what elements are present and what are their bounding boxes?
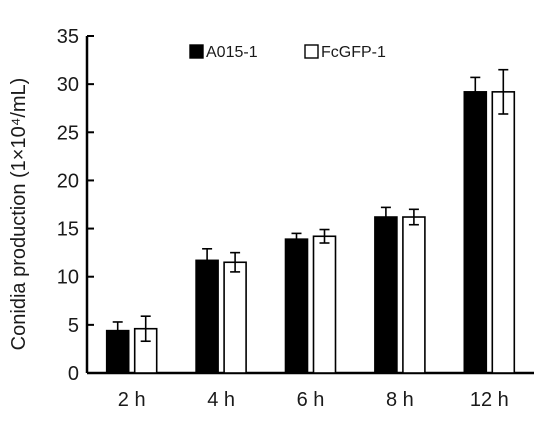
y-tick-label: 15 [57, 219, 79, 241]
y-tick-label: 5 [68, 315, 79, 337]
bar-a015-1-12h [463, 91, 488, 374]
error-bar [230, 251, 241, 273]
x-ticks: 2 h 4 h 6 h 8 h 12 h [118, 389, 509, 411]
y-tick-label: 10 [57, 267, 79, 289]
y-tick-label: 25 [57, 122, 79, 144]
bars [105, 91, 516, 374]
y-tick-label: 20 [57, 170, 79, 192]
bar-fcgfp-1-6h [312, 235, 337, 374]
x-tick-label: 8 h [386, 389, 414, 411]
bar-fcgfp-1-8h [402, 216, 426, 374]
bar-a015-1-8h [374, 216, 398, 374]
x-tick-label: 12 h [470, 389, 509, 411]
x-tick-label: 4 h [207, 389, 235, 411]
error-bar [498, 68, 509, 115]
axes [85, 36, 534, 375]
legend: A015-1 FcGFP-1 [189, 44, 386, 61]
y-tick-label: 35 [57, 26, 79, 48]
error-bar [408, 208, 419, 226]
y-ticks: 0 5 10 15 20 25 30 35 [57, 26, 94, 385]
legend-swatch-fcgfp-1 [304, 44, 319, 59]
error-bar [291, 232, 302, 246]
error-bar [112, 321, 123, 341]
y-axis-label: Conidia production (1×10⁴/mL) [8, 78, 30, 351]
x-tick-label: 6 h [297, 389, 325, 411]
bar-a015-1-6h [284, 238, 309, 374]
legend-label: FcGFP-1 [321, 44, 386, 61]
error-bar [380, 206, 391, 228]
error-bar [319, 228, 330, 244]
x-tick-label: 2 h [118, 389, 146, 411]
y-tick-label: 30 [57, 74, 79, 96]
legend-swatch-a015-1 [189, 44, 204, 59]
bar-fcgfp-1-4h [223, 261, 247, 374]
bar-fcgfp-1-12h [491, 91, 516, 374]
bar-a015-1-4h [195, 259, 219, 374]
error-bar [140, 315, 151, 343]
y-tick-label: 0 [68, 363, 79, 385]
legend-label: A015-1 [206, 44, 258, 61]
error-bar [202, 247, 213, 273]
error-bars [112, 68, 509, 343]
error-bar [470, 76, 481, 108]
